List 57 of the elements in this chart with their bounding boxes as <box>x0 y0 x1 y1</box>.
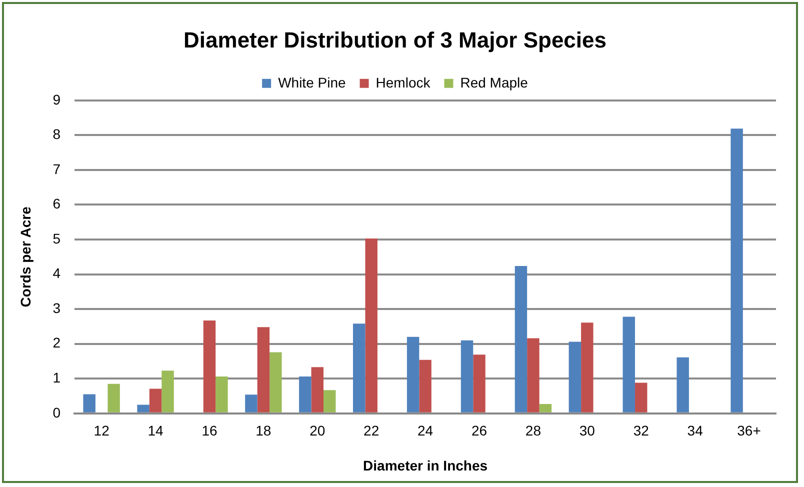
bar <box>137 404 150 412</box>
bar <box>514 266 528 412</box>
bar <box>473 354 486 412</box>
bar <box>568 342 582 412</box>
bar <box>324 390 336 412</box>
y-tick-label: 2 <box>52 334 61 351</box>
bar <box>419 360 432 412</box>
x-tick-label: 22 <box>364 422 380 439</box>
x-tick-label: 18 <box>256 422 272 439</box>
legend-label: Red Maple <box>460 74 528 90</box>
y-tick-label: 0 <box>52 404 61 420</box>
bar <box>365 238 378 412</box>
bar <box>245 394 258 412</box>
x-tick-label: 26 <box>471 422 488 439</box>
legend-label: Hemlock <box>376 74 432 90</box>
y-tick-label: 4 <box>52 265 61 282</box>
bar <box>539 404 552 412</box>
bar <box>635 382 648 412</box>
y-tick-label: 1 <box>52 369 61 386</box>
y-tick-label: 7 <box>52 160 61 177</box>
bar <box>257 327 270 412</box>
bar <box>311 367 324 412</box>
x-tick-label: 24 <box>418 422 434 439</box>
y-tick-label: 9 <box>52 91 61 108</box>
x-tick-label: 20 <box>310 422 326 439</box>
x-tick-label: 30 <box>579 422 596 439</box>
bar <box>730 128 743 412</box>
bar <box>527 338 540 412</box>
chart-title: Diameter Distribution of 3 Major Species <box>184 27 606 52</box>
bar <box>108 384 120 412</box>
y-tick-label: 6 <box>52 196 61 212</box>
bar <box>83 394 96 412</box>
x-tick-label: 14 <box>148 422 164 439</box>
x-tick-label: 34 <box>687 422 704 439</box>
bar <box>622 316 635 412</box>
bar <box>352 324 366 412</box>
x-tick-label: 16 <box>202 422 218 439</box>
legend-label: White Pine <box>278 74 346 90</box>
y-tick-label: 8 <box>52 126 61 142</box>
x-tick-label: 12 <box>94 422 110 439</box>
bar <box>149 388 162 412</box>
x-tick-label: 36+ <box>737 422 761 439</box>
bar <box>162 370 174 412</box>
x-tick-label: 28 <box>525 422 542 439</box>
bar <box>216 376 228 412</box>
x-tick-label: 32 <box>633 422 650 439</box>
y-tick-label: 5 <box>52 230 61 246</box>
y-axis-title: Cords per Acre <box>17 206 34 308</box>
bar <box>676 357 689 412</box>
bar <box>270 352 282 412</box>
bar <box>299 376 312 412</box>
bar <box>406 336 420 412</box>
bar <box>581 322 594 412</box>
y-tick-label: 3 <box>52 300 61 316</box>
bar <box>460 340 474 412</box>
x-axis-title: Diameter in Inches <box>363 457 488 474</box>
bar <box>203 320 216 412</box>
